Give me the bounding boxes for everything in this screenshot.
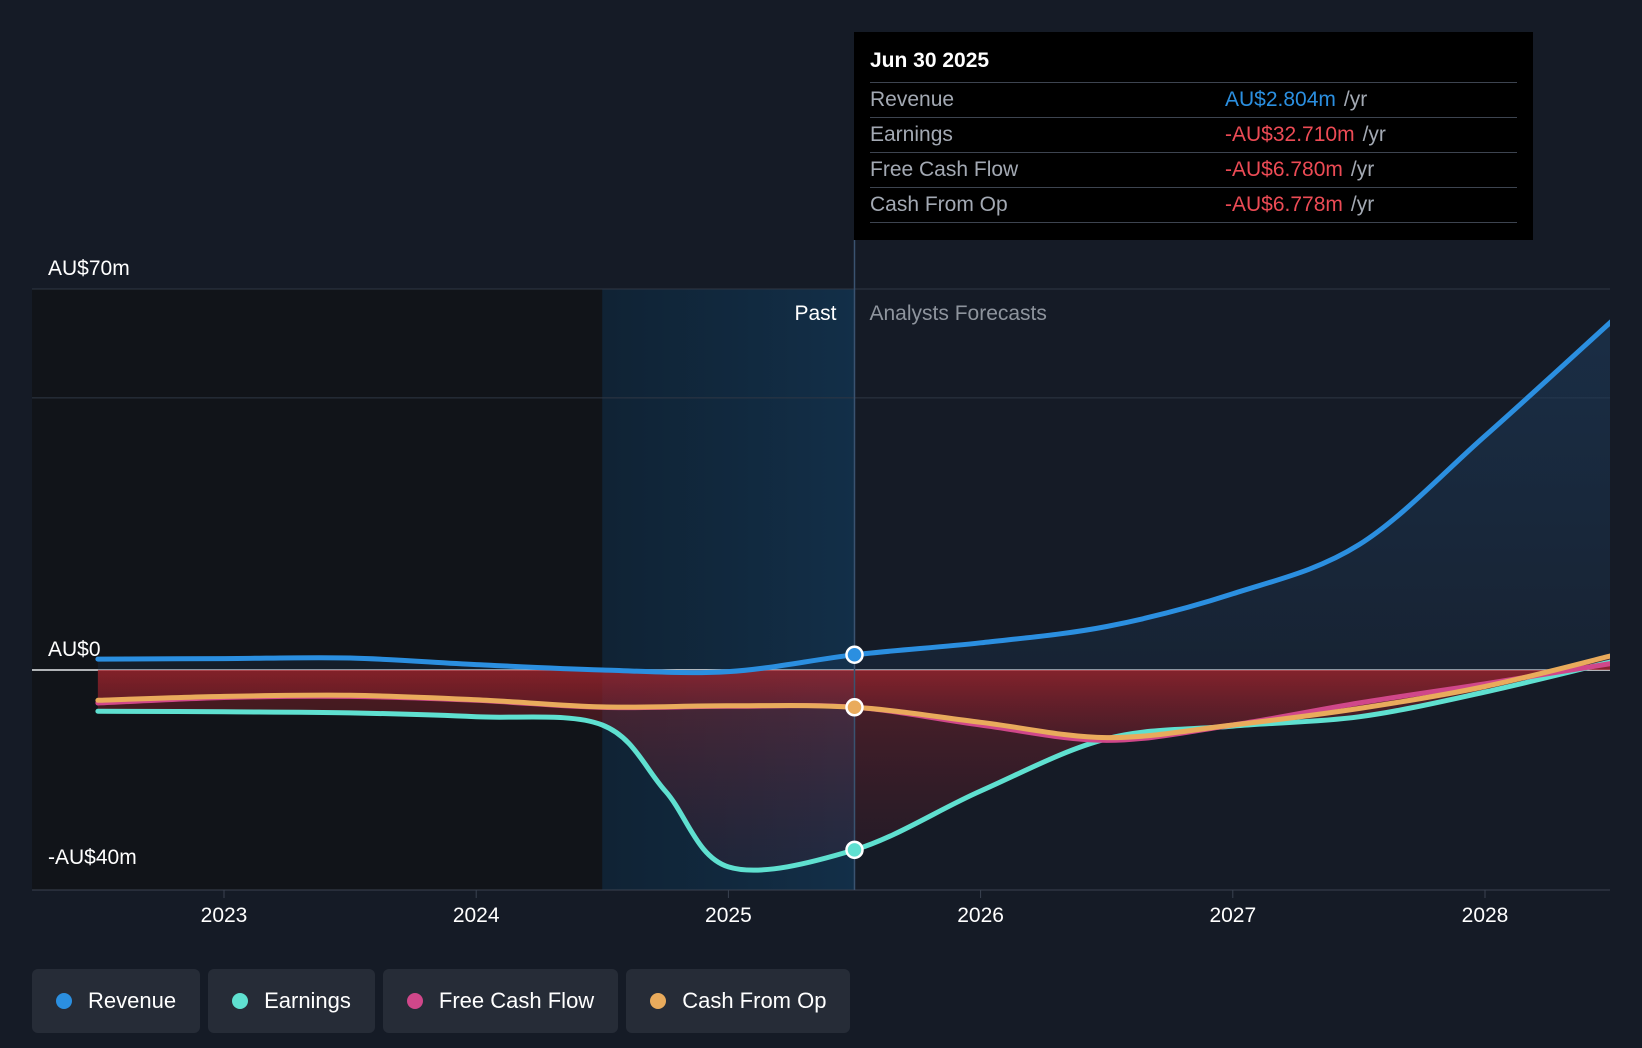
legend: Revenue Earnings Free Cash Flow Cash Fro…: [32, 969, 851, 1033]
past-label: Past: [794, 302, 836, 325]
tooltip-value: AU$2.804m: [1225, 88, 1336, 111]
tooltip-label: Cash From Op: [870, 193, 1008, 216]
legend-label: Earnings: [264, 988, 351, 1013]
history-shade: [32, 289, 603, 890]
legend-label: Free Cash Flow: [438, 988, 595, 1013]
legend-label: Revenue: [88, 988, 177, 1013]
legend-item-cash-from-op[interactable]: Cash From Op: [626, 969, 851, 1033]
marker-earnings[interactable]: [845, 840, 864, 860]
x-axis-labels: 2023 2024 2025 2026 2027 2028: [201, 890, 1509, 927]
tooltip-label: Free Cash Flow: [870, 158, 1019, 181]
tooltip-unit: /yr: [1350, 158, 1375, 181]
free-cash-flow-dot-icon: [406, 993, 423, 1009]
legend-item-earnings[interactable]: Earnings: [208, 969, 375, 1033]
marker-cash-from-op[interactable]: [845, 698, 864, 717]
tooltip-unit: /yr: [1343, 88, 1368, 111]
x-tick-label: 2026: [957, 904, 1004, 927]
y-tick-label: AU$70m: [48, 257, 130, 280]
tooltip-value: -AU$6.778m: [1225, 193, 1343, 216]
x-tick-label: 2028: [1462, 904, 1509, 927]
tooltip-value: -AU$32.710m: [1225, 123, 1355, 146]
tooltip-row-revenue: Revenue AU$2.804m /yr: [870, 83, 1517, 118]
tooltip-unit: /yr: [1350, 193, 1375, 216]
tooltip-row-free-cash-flow: Free Cash Flow -AU$6.780m /yr: [870, 153, 1517, 188]
legend-item-revenue[interactable]: Revenue: [32, 969, 201, 1033]
x-tick-label: 2023: [201, 904, 248, 927]
area-revenue: [97, 322, 1610, 673]
tooltip-label: Earnings: [870, 123, 953, 146]
series-line-earnings: [95, 659, 1610, 873]
tooltip-unit: /yr: [1362, 123, 1386, 146]
x-tick-label: 2024: [453, 904, 500, 927]
tooltip-value: -AU$6.780m: [1225, 158, 1343, 181]
y-tick-label: -AU$40m: [48, 846, 137, 869]
tooltip: Jun 30 2025 Revenue AU$2.804m /yr Earnin…: [854, 32, 1533, 240]
series-markers: [845, 645, 864, 860]
tooltip-date: Jun 30 2025: [870, 46, 1517, 83]
revenue-dot-icon: [56, 993, 72, 1009]
x-tick-label: 2025: [705, 904, 752, 927]
forecast-label: Analysts Forecasts: [870, 302, 1047, 325]
y-axis-labels: AU$70m AU$0 -AU$40m: [48, 257, 137, 869]
cash-from-op-dot-icon: [650, 993, 667, 1009]
tooltip-row-earnings: Earnings -AU$32.710m /yr: [870, 118, 1517, 153]
tooltip-label: Revenue: [870, 88, 955, 111]
earnings-dot-icon: [232, 993, 249, 1009]
tooltip-row-cash-from-op: Cash From Op -AU$6.778m /yr: [870, 188, 1517, 223]
legend-item-free-cash-flow[interactable]: Free Cash Flow: [382, 969, 619, 1033]
marker-revenue[interactable]: [845, 645, 864, 665]
legend-label: Cash From Op: [682, 988, 827, 1013]
y-tick-label: AU$0: [48, 638, 101, 661]
x-tick-label: 2027: [1209, 904, 1256, 927]
